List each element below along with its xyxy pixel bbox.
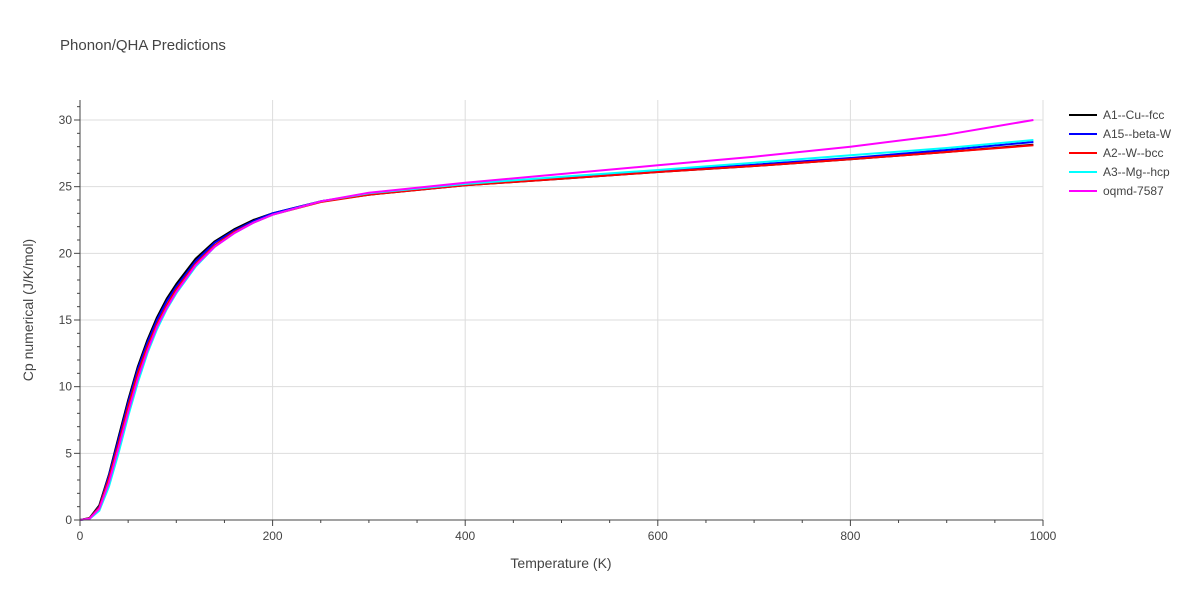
y-tick-label: 30: [59, 113, 73, 127]
legend-label: A1--Cu--fcc: [1103, 108, 1164, 122]
y-tick-label: 20: [59, 246, 73, 260]
x-axis-ticks: 0 200 400 600 800 1000: [77, 529, 1057, 543]
x-tick-label: 200: [263, 529, 283, 543]
y-axis-ticks: 0 5 10 15 20 25 30: [59, 113, 73, 527]
legend: A1--Cu--fcc A15--beta-W A2--W--bcc A3--Mg--…: [1069, 108, 1172, 198]
plot-area: [79, 119, 1034, 521]
series-line-A15--beta-W: [79, 141, 1034, 521]
x-axis-label: Temperature (K): [510, 555, 611, 571]
legend-label: oqmd-7587: [1103, 184, 1164, 198]
y-tick-label: 25: [59, 180, 73, 194]
series-line-A1--Cu--fcc: [79, 143, 1034, 521]
x-tick-label: 600: [648, 529, 668, 543]
series-line-A2--W--bcc: [79, 144, 1034, 521]
x-tick-label: 400: [455, 529, 475, 543]
legend-label: A3--Mg--hcp: [1103, 165, 1170, 179]
axes: [74, 100, 1044, 526]
y-tick-label: 15: [59, 313, 73, 327]
series-line-oqmd-7587: [79, 119, 1034, 521]
y-tick-label: 10: [59, 380, 73, 394]
y-axis-label: Cp numerical (J/K/mol): [20, 239, 36, 381]
y-tick-label: 5: [65, 446, 72, 460]
legend-label: A2--W--bcc: [1103, 146, 1163, 160]
x-tick-label: 800: [840, 529, 860, 543]
y-tick-label: 0: [65, 513, 72, 527]
x-tick-label: 1000: [1030, 529, 1057, 543]
legend-label: A15--beta-W: [1103, 127, 1172, 141]
x-tick-label: 0: [77, 529, 84, 543]
series-line-A3--Mg--hcp: [79, 139, 1034, 521]
chart-title: Phonon/QHA Predictions: [60, 37, 226, 54]
grid: [80, 100, 1044, 520]
